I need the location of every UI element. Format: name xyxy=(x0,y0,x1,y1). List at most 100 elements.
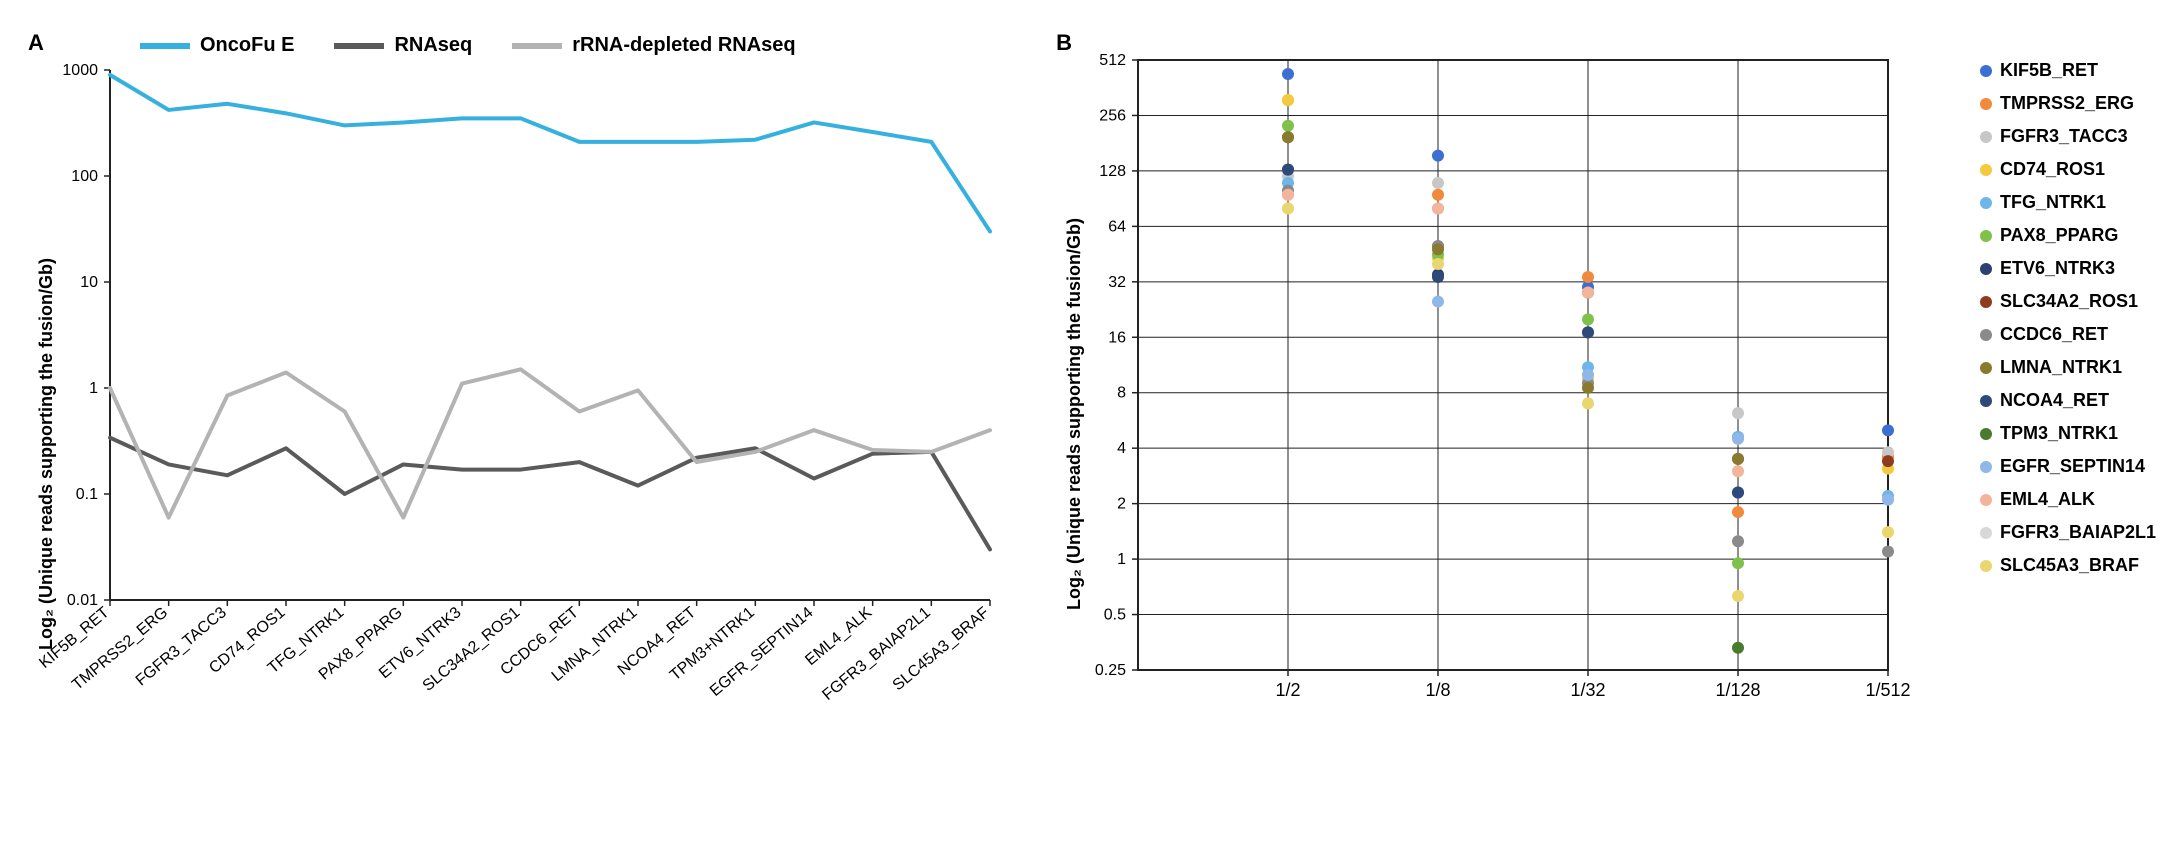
legend-b-item: FGFR3_TACC3 xyxy=(1980,126,2156,147)
scatter-point xyxy=(1582,271,1594,283)
legend-label: CD74_ROS1 xyxy=(2000,159,2105,180)
legend-label: EGFR_SEPTIN14 xyxy=(2000,456,2145,477)
legend-dot xyxy=(1980,65,1992,77)
svg-text:0.25: 0.25 xyxy=(1095,662,1126,679)
legend-dot xyxy=(1980,362,1992,374)
legend-dot xyxy=(1980,395,1992,407)
scatter-point xyxy=(1732,486,1744,498)
svg-text:1000: 1000 xyxy=(62,62,98,79)
legend-dot xyxy=(1980,428,1992,440)
svg-text:64: 64 xyxy=(1108,218,1126,235)
svg-text:100: 100 xyxy=(71,168,98,185)
legend-b-item: ETV6_NTRK3 xyxy=(1980,258,2156,279)
legend-label: KIF5B_RET xyxy=(2000,60,2098,81)
panel-b-chart: 0.250.512481632641282565121/21/81/321/12… xyxy=(1048,20,1918,760)
legend-b-item: FGFR3_BAIAP2L1 xyxy=(1980,522,2156,543)
svg-text:32: 32 xyxy=(1108,274,1126,291)
scatter-point xyxy=(1732,642,1744,654)
svg-text:0.1: 0.1 xyxy=(76,486,98,503)
legend-b-item: PAX8_PPARG xyxy=(1980,225,2156,246)
scatter-point xyxy=(1432,203,1444,215)
legend-label: CCDC6_RET xyxy=(2000,324,2108,345)
legend-dot xyxy=(1980,197,1992,209)
scatter-point xyxy=(1882,526,1894,538)
panel-a-chart: 0.010.11101001000KIF5B_RETTMPRSS2_ERGFGF… xyxy=(20,20,1020,820)
legend-b-item: NCOA4_RET xyxy=(1980,390,2156,411)
legend-b-item: KIF5B_RET xyxy=(1980,60,2156,81)
legend-dot xyxy=(1980,527,1992,539)
scatter-point xyxy=(1582,287,1594,299)
legend-b-item: TMPRSS2_ERG xyxy=(1980,93,2156,114)
svg-text:4: 4 xyxy=(1117,440,1126,457)
legend-b-item: SLC34A2_ROS1 xyxy=(1980,291,2156,312)
legend-dot xyxy=(1980,164,1992,176)
legend-label: PAX8_PPARG xyxy=(2000,225,2118,246)
svg-text:2: 2 xyxy=(1117,496,1126,513)
svg-text:256: 256 xyxy=(1099,107,1126,124)
legend-dot xyxy=(1980,230,1992,242)
svg-text:1/2: 1/2 xyxy=(1276,680,1301,700)
svg-text:0.01: 0.01 xyxy=(67,592,98,609)
legend-b-item: CD74_ROS1 xyxy=(1980,159,2156,180)
legend-b-item: TFG_NTRK1 xyxy=(1980,192,2156,213)
svg-text:EGFR_SEPTIN14: EGFR_SEPTIN14 xyxy=(707,604,817,700)
svg-text:8: 8 xyxy=(1117,385,1126,402)
scatter-point xyxy=(1882,494,1894,506)
scatter-point xyxy=(1732,590,1744,602)
scatter-point xyxy=(1732,506,1744,518)
legend-b-item: TPM3_NTRK1 xyxy=(1980,423,2156,444)
scatter-point xyxy=(1282,68,1294,80)
legend-b-item: SLC45A3_BRAF xyxy=(1980,555,2156,576)
scatter-point xyxy=(1582,326,1594,338)
scatter-point xyxy=(1432,150,1444,162)
scatter-point xyxy=(1882,455,1894,467)
svg-text:128: 128 xyxy=(1099,163,1126,180)
legend-dot xyxy=(1980,98,1992,110)
legend-label: SLC45A3_BRAF xyxy=(2000,555,2139,576)
legend-dot xyxy=(1980,263,1992,275)
scatter-point xyxy=(1282,189,1294,201)
legend-dot xyxy=(1980,494,1992,506)
legend-label: ETV6_NTRK3 xyxy=(2000,258,2115,279)
svg-text:1/32: 1/32 xyxy=(1571,680,1606,700)
legend-dot xyxy=(1980,461,1992,473)
svg-text:SLC45A3_BRAF: SLC45A3_BRAF xyxy=(890,604,993,694)
legend-dot xyxy=(1980,560,1992,572)
svg-text:1/512: 1/512 xyxy=(1866,680,1911,700)
scatter-point xyxy=(1432,271,1444,283)
svg-text:SLC34A2_ROS1: SLC34A2_ROS1 xyxy=(420,604,524,695)
scatter-point xyxy=(1432,189,1444,201)
svg-text:1/8: 1/8 xyxy=(1426,680,1451,700)
scatter-point xyxy=(1432,177,1444,189)
legend-label: LMNA_NTRK1 xyxy=(2000,357,2122,378)
legend-label: FGFR3_BAIAP2L1 xyxy=(2000,522,2156,543)
legend-b-item: EML4_ALK xyxy=(1980,489,2156,510)
figure: A OncoFu ERNAseqrRNA-depleted RNAseq Log… xyxy=(20,20,2146,824)
scatter-point xyxy=(1282,131,1294,143)
legend-label: NCOA4_RET xyxy=(2000,390,2109,411)
scatter-point xyxy=(1432,243,1444,255)
scatter-point xyxy=(1732,453,1744,465)
scatter-point xyxy=(1732,433,1744,445)
legend-b-item: LMNA_NTRK1 xyxy=(1980,357,2156,378)
svg-text:10: 10 xyxy=(80,274,98,291)
svg-text:1: 1 xyxy=(1117,551,1126,568)
scatter-point xyxy=(1582,382,1594,394)
scatter-point xyxy=(1582,313,1594,325)
scatter-point xyxy=(1282,120,1294,132)
legend-b-item: CCDC6_RET xyxy=(1980,324,2156,345)
scatter-point xyxy=(1882,545,1894,557)
svg-text:16: 16 xyxy=(1108,329,1126,346)
legend-b: KIF5B_RET TMPRSS2_ERG FGFR3_TACC3 CD74_ROS1… xyxy=(1980,60,2156,576)
svg-text:0.5: 0.5 xyxy=(1104,607,1126,624)
scatter-point xyxy=(1882,424,1894,436)
legend-b-item: EGFR_SEPTIN14 xyxy=(1980,456,2156,477)
legend-dot xyxy=(1980,131,1992,143)
svg-text:1: 1 xyxy=(89,380,98,397)
legend-label: TFG_NTRK1 xyxy=(2000,192,2106,213)
legend-label: SLC34A2_ROS1 xyxy=(2000,291,2138,312)
scatter-point xyxy=(1432,296,1444,308)
scatter-point xyxy=(1732,557,1744,569)
scatter-point xyxy=(1282,164,1294,176)
svg-text:512: 512 xyxy=(1099,52,1126,69)
